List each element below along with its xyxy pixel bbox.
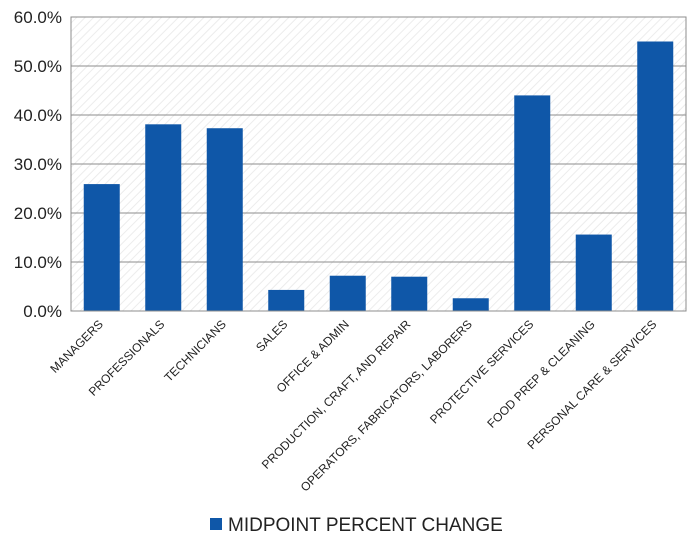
legend: MIDPOINT PERCENT CHANGE	[210, 515, 503, 536]
y-tick-label: 60.0%	[14, 8, 62, 27]
y-tick-label: 40.0%	[14, 106, 62, 125]
bar	[391, 276, 428, 311]
bar	[514, 95, 551, 312]
legend-swatch	[210, 518, 222, 530]
bar	[145, 124, 182, 311]
plot-area-border	[70, 16, 687, 312]
bars	[83, 41, 674, 312]
bar	[206, 128, 243, 311]
bar	[637, 41, 674, 311]
bar	[452, 298, 489, 311]
y-tick-label: 0.0%	[23, 302, 62, 321]
x-category-label: PROTECTIVE SERVICES	[427, 317, 536, 426]
x-category-label: MANAGERS	[47, 317, 105, 375]
bar	[329, 275, 366, 311]
x-category-label: SALES	[253, 317, 290, 354]
x-category-label: FOOD PREP & CLEANING	[484, 317, 597, 430]
legend-label: MIDPOINT PERCENT CHANGE	[228, 515, 503, 536]
bar	[83, 184, 120, 311]
x-category-label: PERSONAL CARE & SERVICES	[525, 317, 660, 452]
y-tick-label: 10.0%	[14, 253, 62, 272]
y-tick-label: 30.0%	[14, 155, 62, 174]
bar	[268, 289, 305, 311]
y-axis-tick-labels: 0.0% 10.0% 20.0% 30.0% 40.0% 50.0% 60.0%	[14, 8, 62, 321]
x-category-label: TECHNICIANS	[161, 317, 228, 384]
y-tick-label: 50.0%	[14, 57, 62, 76]
bar	[575, 234, 612, 311]
y-tick-label: 20.0%	[14, 204, 62, 223]
